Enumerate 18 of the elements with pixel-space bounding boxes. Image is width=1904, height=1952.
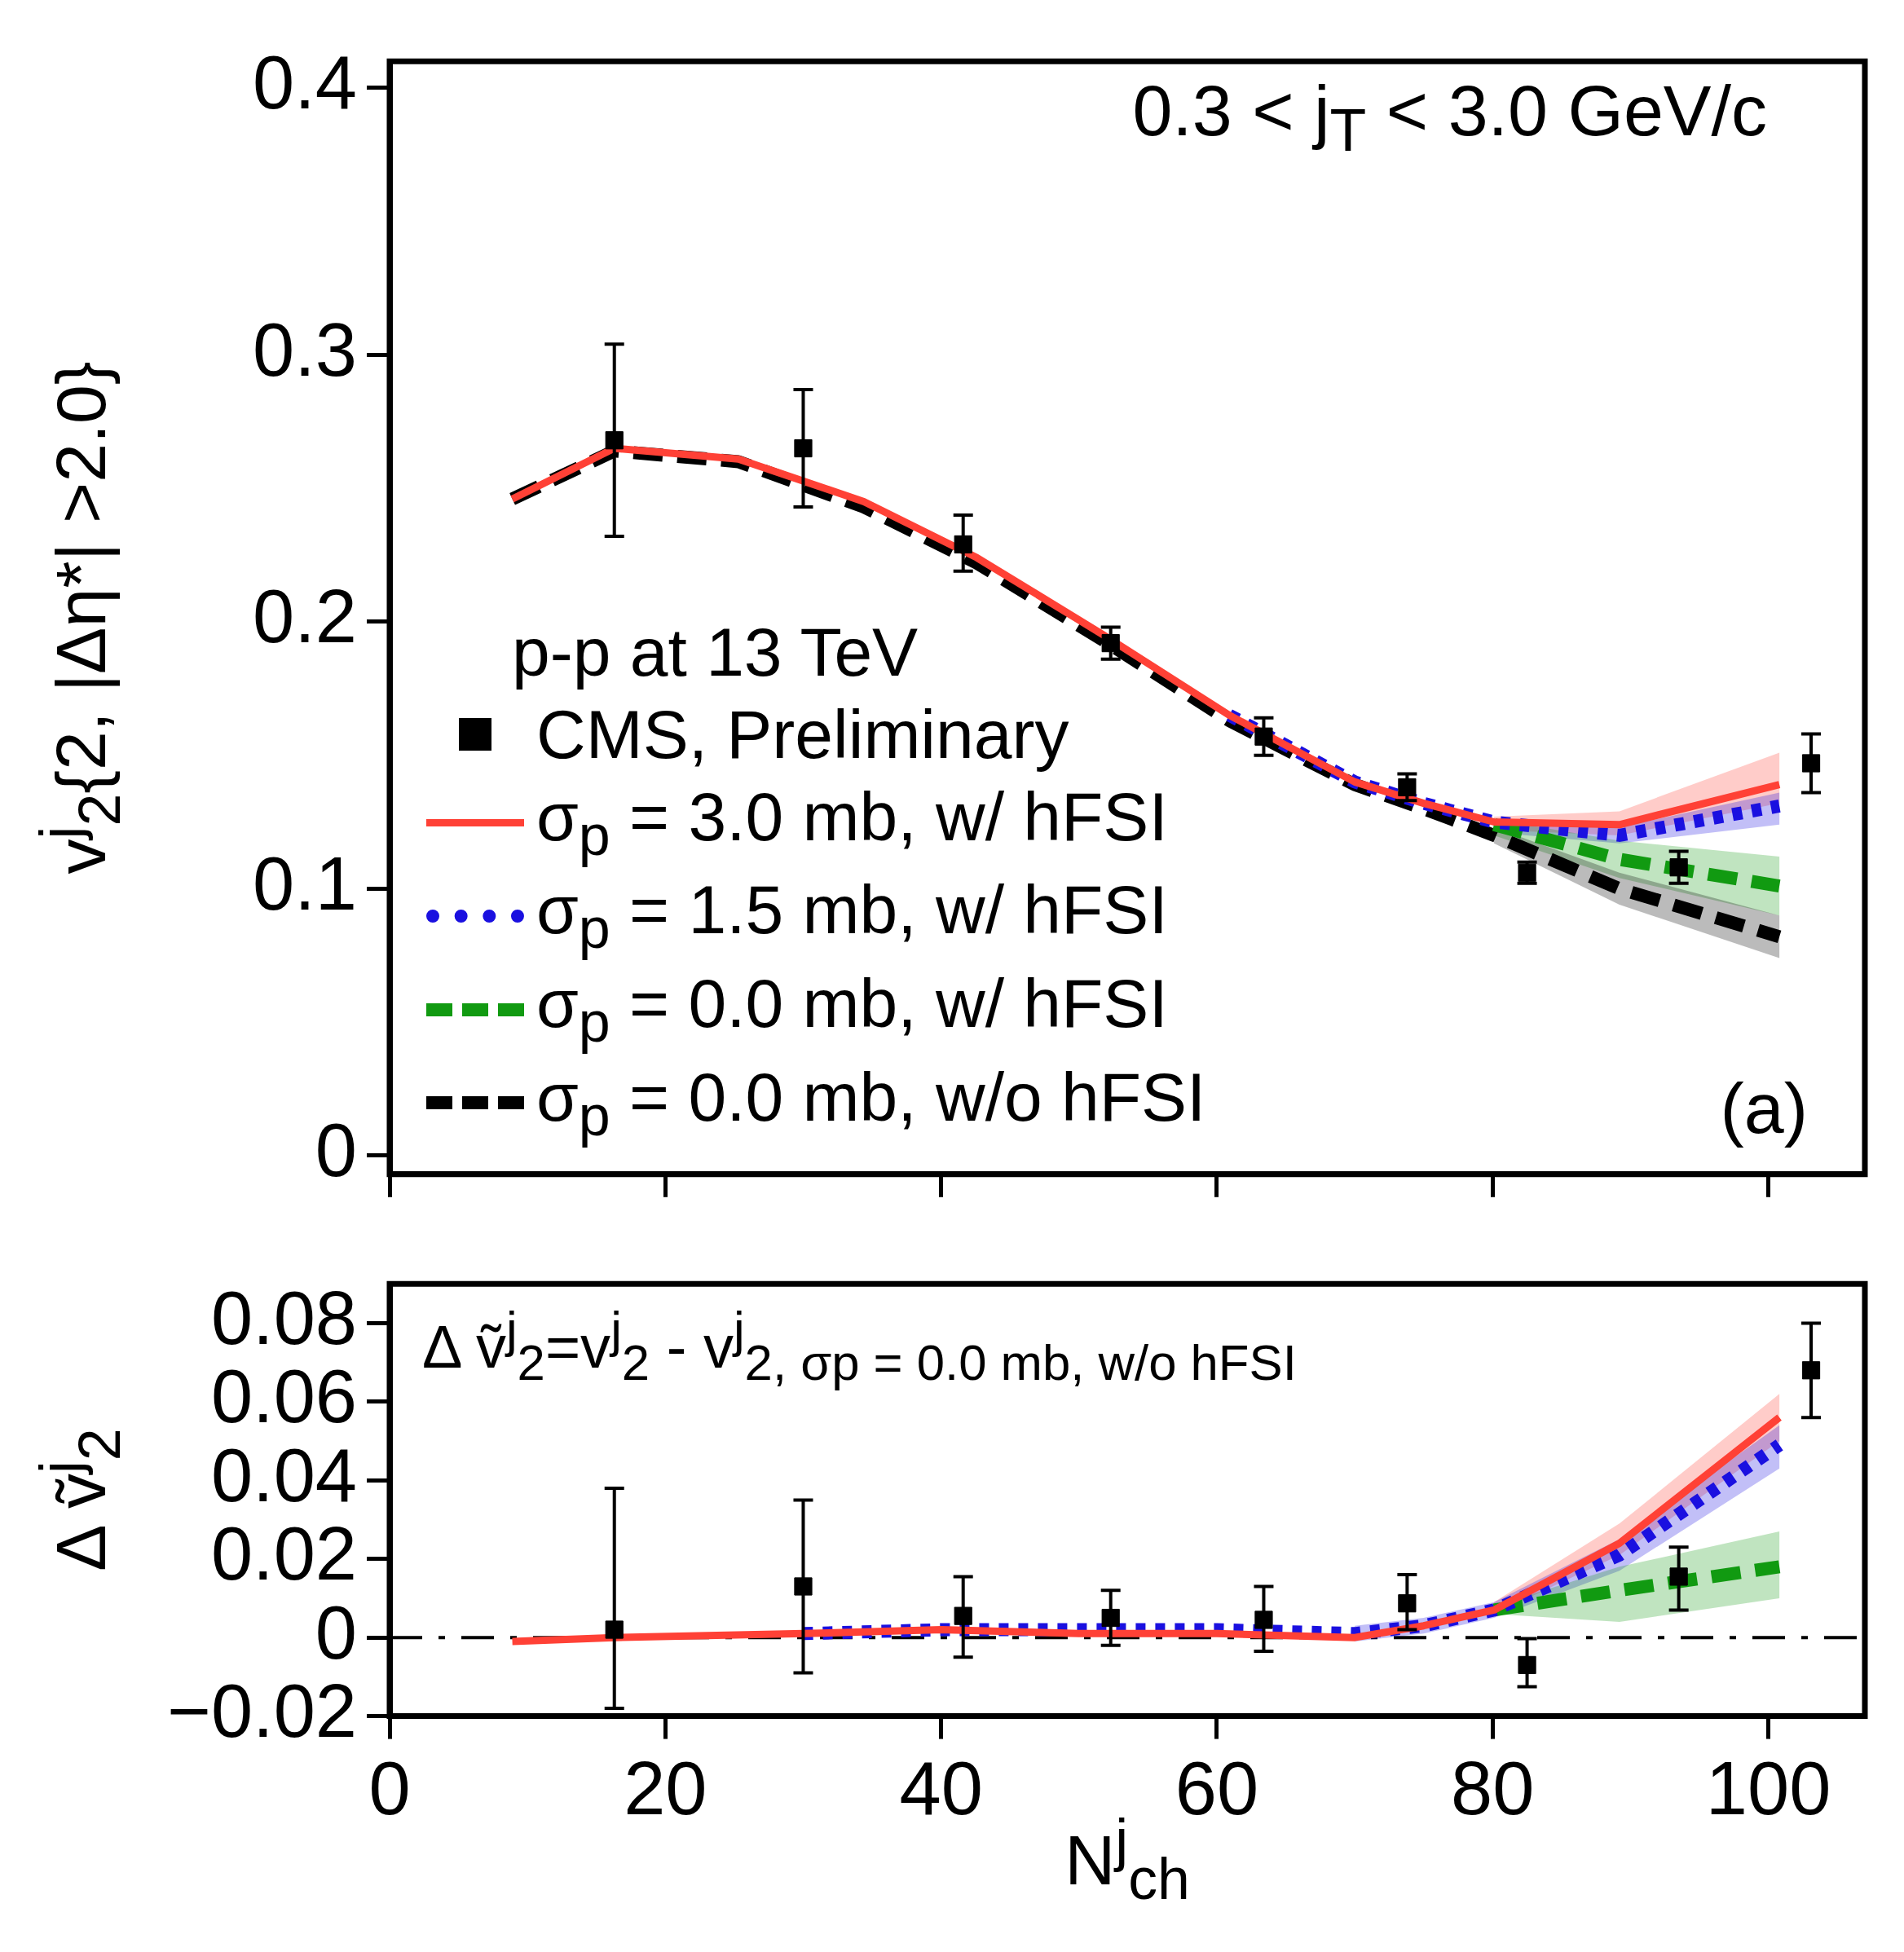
legend-label: σ$_{p}$ = 1.5 mb, w/ hFSI [536,870,1168,963]
x-tick-label: 0 [368,1747,411,1831]
annotation: 0.3 < j$_{T}$ < 3.0 GeV/c [1132,69,1767,165]
y-tick-label: 0.2 [253,575,357,659]
x-tick-label: 40 [899,1747,983,1831]
x-tick-label: 100 [1705,1747,1831,1831]
annotation: (a) [1720,1066,1808,1150]
x-tick-label: 20 [624,1747,707,1831]
y-tick-label: 0 [315,1108,357,1192]
legend-label: CMS, Preliminary [536,694,1069,774]
y-tick-label: 0.4 [253,41,357,125]
legend-label: σ$_{p}$ = 0.0 mb, w/ hFSI [536,964,1168,1055]
y-tick-label: 0.1 [253,841,357,925]
legend-title: p-p at 13 TeV [512,613,919,693]
y-tick-label: 0.3 [253,307,357,391]
legend-label: σ$_{p}$ = 0.0 mb, w/o hFSI [536,1058,1206,1149]
legend-label: σ$_{p}$ = 3.0 mb, w/ hFSI [536,777,1168,869]
x-tick-label: 80 [1451,1747,1535,1831]
